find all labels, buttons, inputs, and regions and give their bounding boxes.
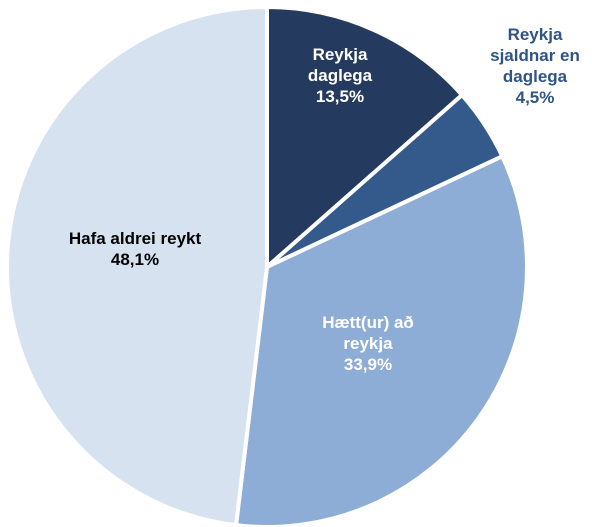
label-box: Hafa aldrei reykt 48,1%: [65, 228, 205, 270]
category-name: Reykja sjaldnar en daglega: [490, 25, 580, 86]
value-label: 13,5%: [315, 87, 365, 106]
slice-label: Hafa aldrei reykt 48,1%: [65, 228, 205, 270]
slice-label: Reykja daglega 13,5%: [285, 44, 395, 107]
slice-label: Reykja sjaldnar en daglega 4,5%: [480, 24, 590, 108]
category-name: Reykja daglega: [307, 45, 373, 85]
label-box: Reykja daglega 13,5%: [285, 44, 395, 107]
category-name: Hafa aldrei reykt: [68, 229, 202, 248]
value-label: 48,1%: [110, 250, 160, 269]
pie-slice: [265, 5, 465, 269]
slice-label: Hætt(ur) að reykja 33,9%: [298, 312, 438, 375]
category-name: Hætt(ur) að reykja: [322, 313, 414, 353]
pie-slice: [234, 154, 529, 527]
label-box: Reykja sjaldnar en daglega 4,5%: [480, 24, 590, 108]
value-label: 33,9%: [343, 355, 393, 374]
label-box: Hætt(ur) að reykja 33,9%: [298, 312, 438, 375]
pie-slice: [5, 5, 269, 527]
value-label: 4,5%: [515, 88, 555, 107]
